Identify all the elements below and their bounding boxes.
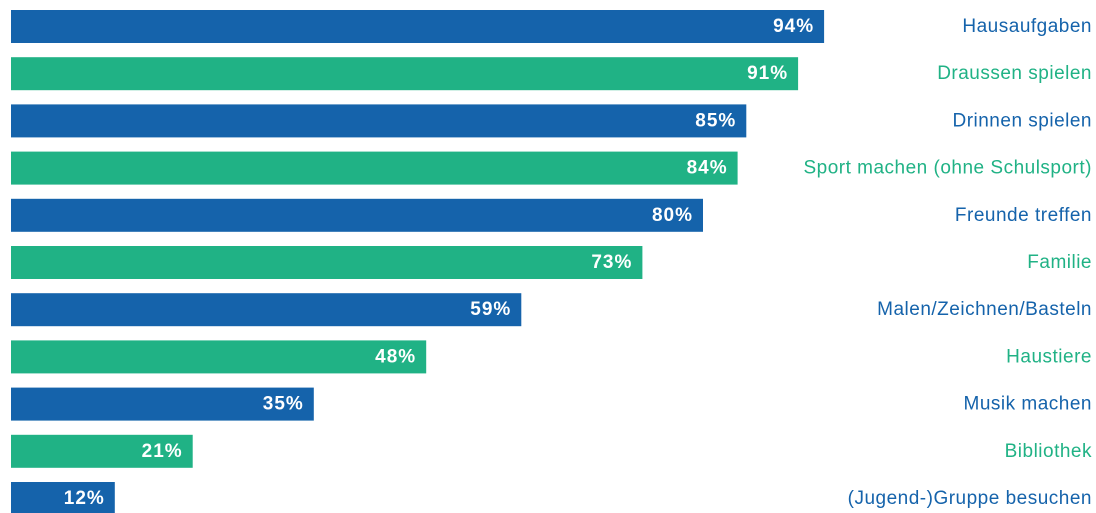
bar-value-label: 48%	[375, 346, 416, 367]
category-label: Drinnen spielen	[952, 110, 1092, 131]
category-label: Hausaufgaben	[962, 16, 1092, 37]
bar-value-label: 35%	[263, 394, 304, 415]
bar	[11, 293, 522, 327]
value-labels-group: 94% 91% 85% 84% 80% 73% 59% 48% 35% 21% 12%	[64, 16, 814, 509]
category-label: Sport machen (ohne Schulsport)	[803, 158, 1092, 179]
category-label: Haustiere	[1006, 346, 1092, 367]
bar-value-label: 73%	[591, 252, 632, 273]
category-label: Familie	[1027, 252, 1092, 273]
bars-group	[11, 10, 825, 513]
bar	[11, 246, 643, 279]
bar-value-label: 85%	[695, 110, 736, 131]
category-label: Musik machen	[964, 394, 1093, 415]
category-label: (Jugend-)Gruppe besuchen	[848, 488, 1092, 509]
bar-value-label: 12%	[64, 488, 105, 509]
bar	[11, 104, 747, 138]
bar	[11, 10, 825, 43]
bar-value-label: 21%	[142, 441, 183, 462]
bar-value-label: 84%	[687, 158, 728, 179]
bar-value-label: 59%	[470, 299, 511, 320]
category-label: Freunde treffen	[955, 205, 1092, 226]
bar	[11, 57, 799, 91]
category-labels-group: Hausaufgaben Draussen spielen Drinnen spie…	[803, 16, 1093, 509]
bar	[11, 434, 193, 468]
category-label: Malen/Zeichnen/Basteln	[877, 299, 1092, 320]
bar	[11, 151, 738, 185]
bar	[11, 482, 115, 513]
bar	[11, 198, 703, 232]
bar-value-label: 91%	[747, 63, 788, 84]
bar-value-label: 94%	[773, 16, 814, 37]
bar-value-label: 80%	[652, 205, 693, 226]
bar	[11, 387, 314, 421]
category-label: Bibliothek	[1005, 441, 1092, 462]
bar	[11, 340, 427, 374]
category-label: Draussen spielen	[937, 63, 1092, 84]
